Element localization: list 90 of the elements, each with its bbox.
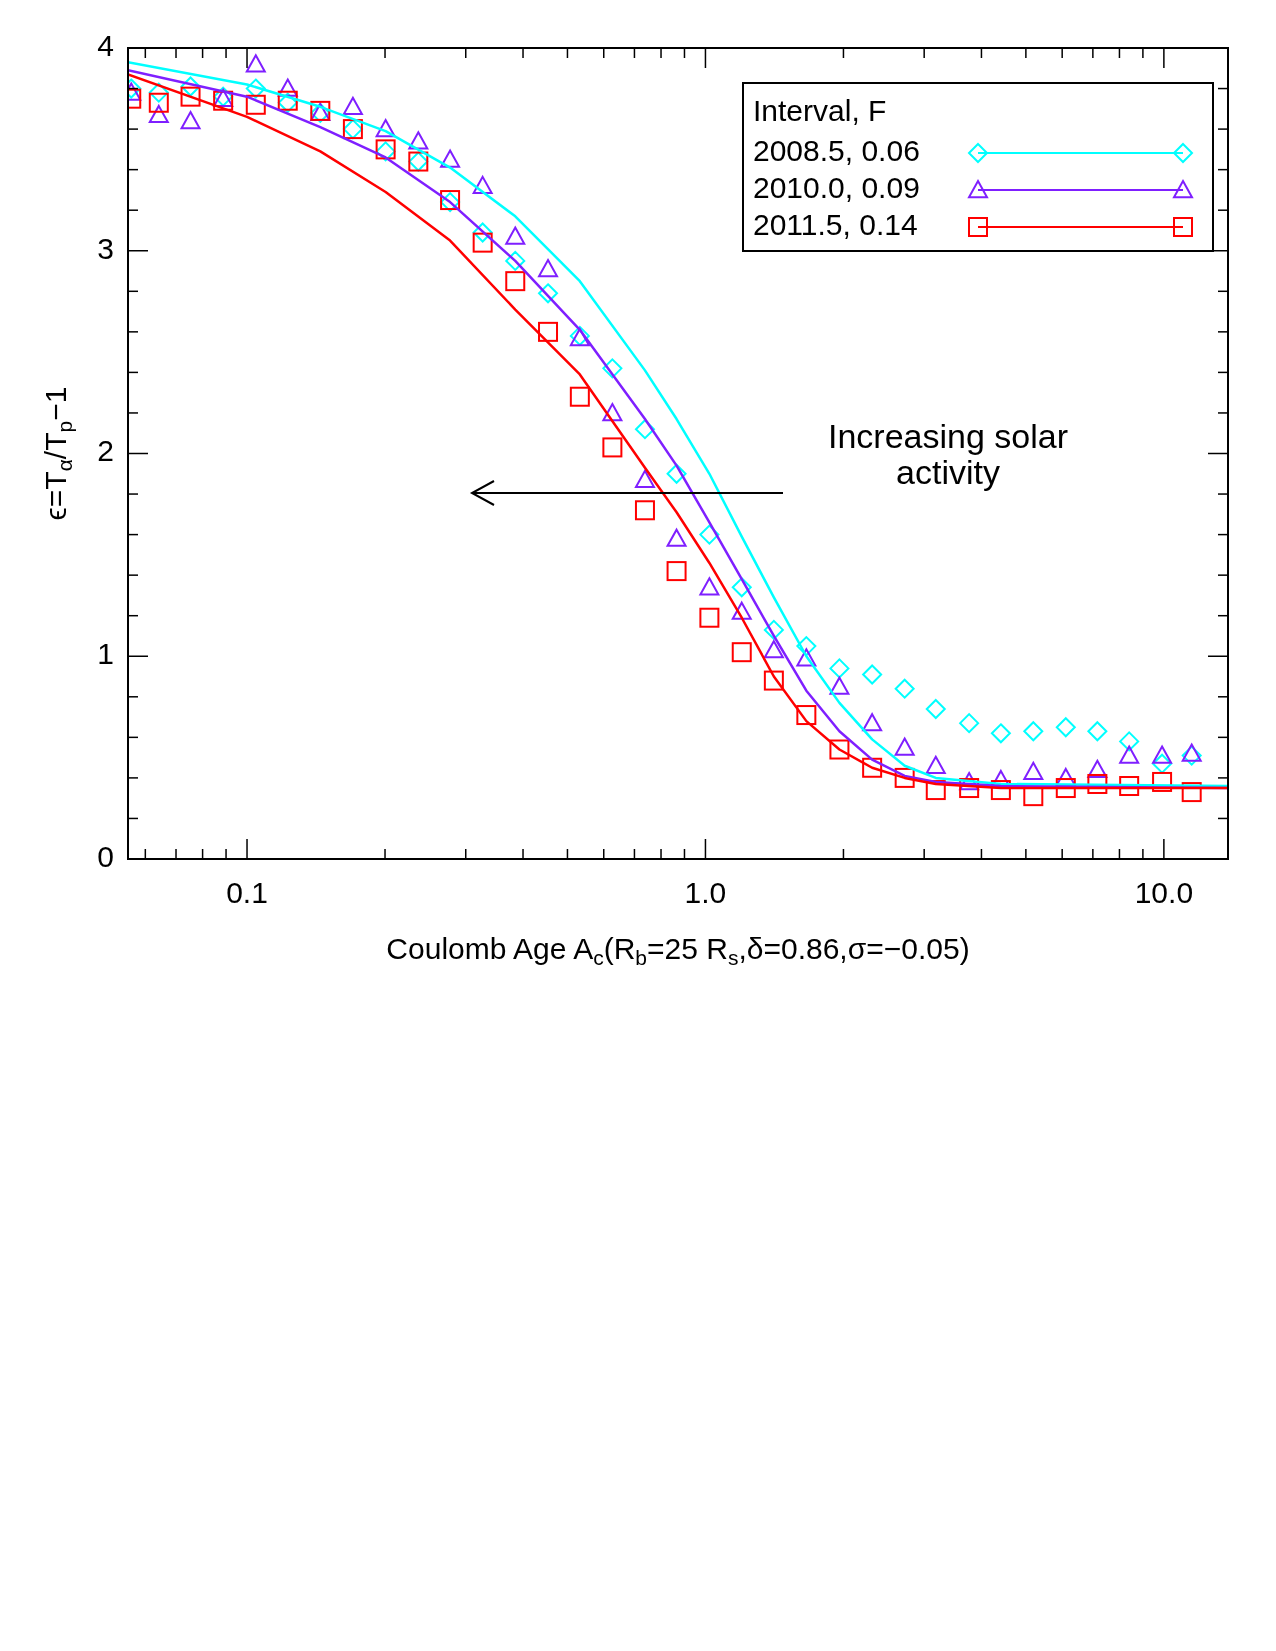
point (894, 767, 915, 788)
point (829, 676, 850, 695)
point (990, 723, 1011, 744)
point (796, 648, 817, 667)
point (699, 607, 720, 628)
point (1087, 773, 1108, 794)
point (342, 96, 363, 115)
point (925, 755, 946, 774)
point (148, 104, 169, 124)
point (634, 469, 655, 489)
point (796, 636, 817, 657)
y-tick-label: 2 (97, 434, 114, 468)
y-tick-label: 0 (97, 839, 114, 873)
point (1087, 759, 1108, 778)
point (472, 232, 493, 253)
point (731, 642, 752, 663)
point (538, 283, 559, 304)
point (1119, 776, 1140, 797)
point (1023, 721, 1044, 742)
point (763, 670, 784, 691)
point (180, 76, 201, 97)
point (763, 640, 784, 659)
point (569, 386, 590, 407)
point (180, 86, 201, 107)
x-axis-title: Coulomb Age A$_{c}$(R$_{b}$=25 R$_{s}$,δ=0.86,σ=−0.05) (386, 932, 970, 970)
point (472, 222, 493, 243)
point (440, 149, 461, 168)
legend-label: 2011.5, 0.14 (753, 207, 918, 241)
annotation: Increasing solar activity (827, 417, 1069, 491)
point (1023, 761, 1044, 781)
point (245, 78, 266, 99)
point (1152, 745, 1173, 764)
point (699, 524, 720, 545)
point (925, 698, 946, 719)
y-tick-label: 1 (97, 637, 114, 671)
point (990, 780, 1011, 801)
point (862, 713, 883, 732)
point (829, 658, 850, 679)
point (634, 419, 655, 440)
point (180, 110, 201, 130)
point (1119, 745, 1140, 764)
point (862, 664, 883, 685)
point (763, 619, 784, 640)
point (829, 739, 850, 760)
point (894, 737, 915, 756)
point (245, 54, 266, 73)
point (699, 577, 720, 596)
point (505, 226, 526, 245)
x-tick-label: 1.0 (684, 876, 727, 909)
point (959, 713, 980, 734)
point (148, 92, 169, 113)
point (666, 528, 687, 547)
x-tick-label: 0.1 (226, 876, 268, 909)
point (602, 358, 623, 379)
point (375, 119, 396, 138)
point (602, 437, 623, 458)
point (731, 577, 752, 598)
point (666, 561, 687, 582)
point (148, 82, 169, 103)
point (634, 500, 655, 521)
point (925, 780, 946, 801)
point (538, 321, 559, 342)
point (1087, 721, 1108, 742)
point (1119, 731, 1140, 752)
point (796, 705, 817, 726)
point (959, 778, 980, 799)
point (1152, 753, 1173, 774)
point (862, 757, 883, 778)
point (1152, 771, 1173, 792)
point (602, 402, 623, 422)
legend-title: Interval, F (753, 94, 887, 127)
point (959, 771, 980, 791)
point (245, 94, 266, 115)
point (731, 601, 752, 620)
point (408, 131, 429, 150)
point (538, 259, 559, 278)
point (1055, 778, 1076, 799)
point (277, 78, 298, 97)
point (666, 463, 687, 484)
point (472, 175, 493, 195)
point (894, 678, 915, 699)
point (505, 271, 526, 292)
point (1023, 786, 1044, 807)
point (505, 250, 526, 271)
legend-label: 2010.0, 0.09 (753, 170, 920, 204)
legend-label: 2008.5, 0.06 (753, 133, 920, 167)
y-tick-label: 4 (97, 28, 114, 62)
x-tick-label: 10.0 (1134, 876, 1194, 909)
y-tick-label: 3 (97, 231, 114, 265)
point (1055, 717, 1076, 738)
